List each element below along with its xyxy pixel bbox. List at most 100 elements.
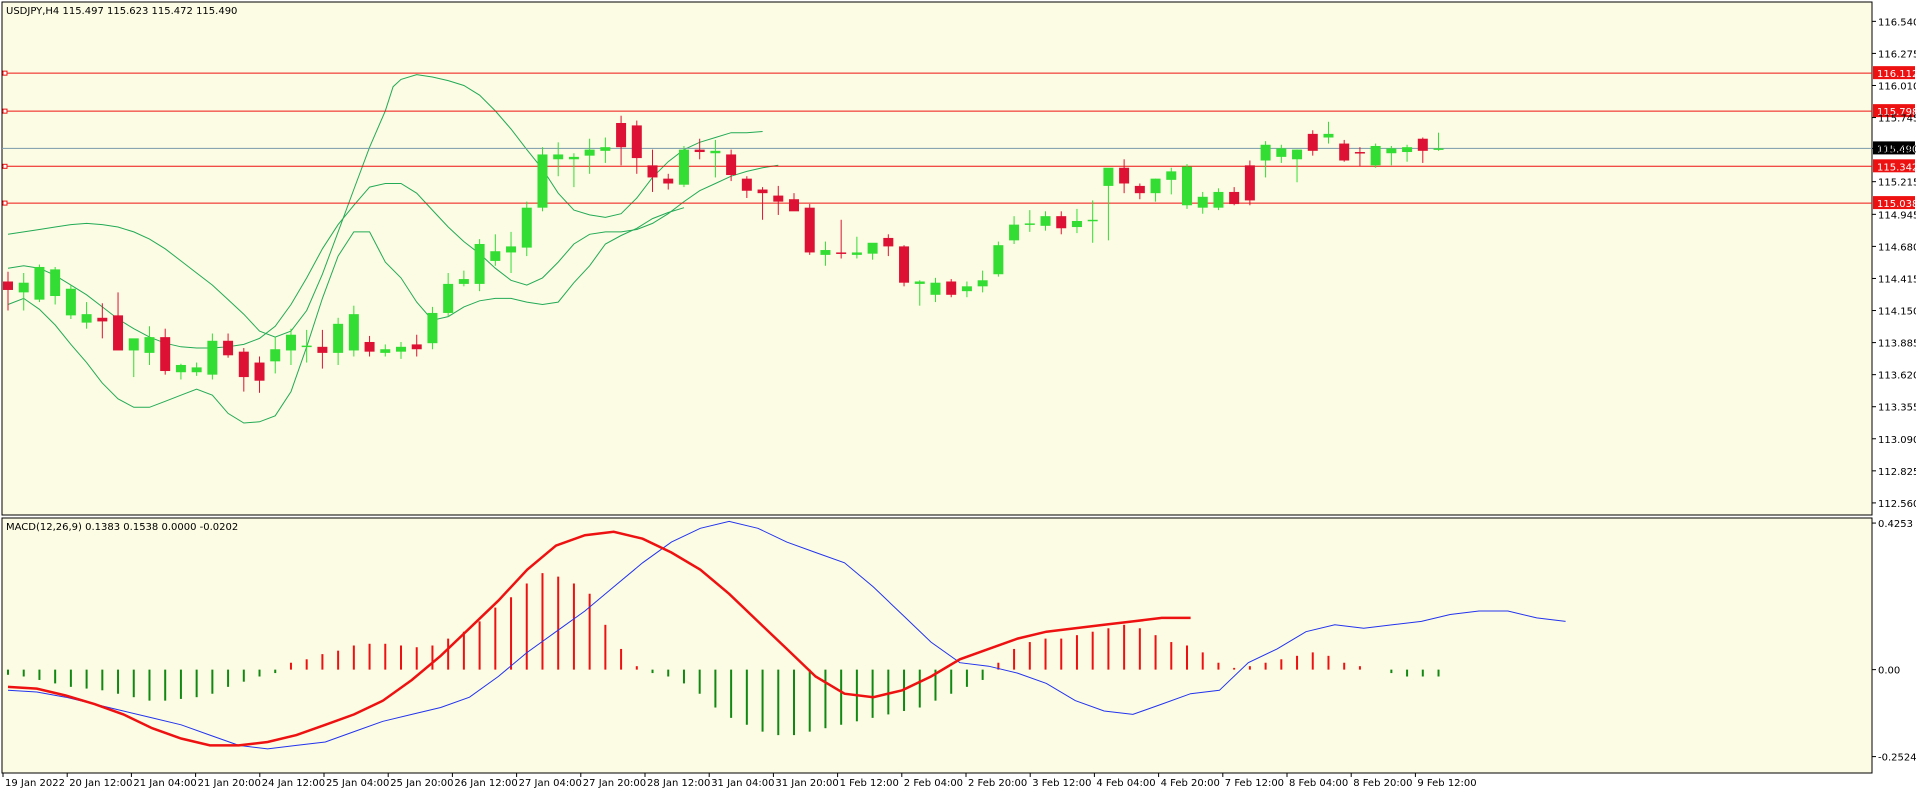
candle-body: [820, 250, 831, 255]
candle-body: [1009, 224, 1020, 241]
level-price-badge: [1873, 66, 1915, 80]
candle-body: [1260, 144, 1271, 161]
level-price-badge: [1873, 196, 1915, 210]
candle-body: [663, 178, 674, 184]
time-tick-label: 27 Jan 04:00: [519, 778, 582, 789]
price-tick-label: 113.885: [1878, 339, 1916, 350]
price-tick-label: 113.355: [1878, 403, 1916, 414]
candle-body: [883, 237, 894, 247]
candle-body: [1166, 171, 1177, 180]
macd-signal-line: [7, 530, 1191, 747]
time-tick-label: 31 Jan 20:00: [775, 778, 838, 789]
macd-tick-label: -0.2524: [1878, 753, 1916, 764]
candle-body: [1040, 216, 1051, 226]
candle-body: [1229, 191, 1240, 205]
candle-body: [694, 149, 705, 153]
level-anchor-handle: [2, 108, 8, 114]
time-tick-label: 8 Feb 04:00: [1289, 778, 1348, 789]
level-price-badge: [1873, 104, 1915, 118]
level-price-label: 115.038: [1877, 199, 1916, 210]
candle-body: [380, 349, 391, 353]
time-tick-label: 8 Feb 20:00: [1353, 778, 1412, 789]
price-tick-label: 114.680: [1878, 242, 1916, 253]
candle-body: [65, 288, 76, 316]
time-tick-label: 1 Feb 12:00: [840, 778, 899, 789]
candle-body: [458, 279, 469, 284]
candle-body: [1103, 167, 1114, 186]
candle-body: [1119, 167, 1130, 184]
time-tick-label: 21 Jan 04:00: [133, 778, 196, 789]
candle-body: [726, 154, 737, 176]
price-axis: 116.540 116.275 116.010 115.745 115.490 115.2…: [1872, 17, 1916, 510]
candle-body: [160, 337, 171, 372]
candle-body: [144, 337, 155, 353]
candle-body: [175, 364, 186, 373]
time-tick-label: 2 Feb 20:00: [968, 778, 1027, 789]
candle-body: [443, 283, 454, 313]
macd-line: [7, 520, 1566, 750]
candle-body: [977, 280, 988, 287]
price-tick-label: 115.215: [1878, 178, 1916, 189]
level-anchor-handle: [2, 200, 8, 206]
candle-body: [490, 251, 501, 261]
level-price-badge: [1873, 159, 1915, 173]
price-panel-background[interactable]: [1, 1, 1873, 516]
candle-body: [1056, 216, 1067, 229]
candle-body: [710, 150, 721, 154]
price-panel-title: USDJPY,H4 115.497 115.623 115.472 115.49…: [6, 6, 237, 17]
candle-body: [128, 338, 139, 351]
candle-body: [364, 341, 375, 352]
price-tick-label: 115.745: [1878, 114, 1916, 125]
time-tick-label: 20 Jan 12:00: [69, 778, 132, 789]
time-tick-label: 28 Jan 12:00: [647, 778, 710, 789]
candle-body: [1417, 138, 1428, 151]
candle-body: [474, 243, 485, 284]
price-tick-label: 112.560: [1878, 499, 1916, 510]
candle-body: [1182, 166, 1192, 206]
candle-body: [647, 165, 658, 178]
candle-body: [521, 207, 532, 248]
macd-panel-background[interactable]: [1, 517, 1873, 774]
candle-body: [50, 269, 61, 297]
candle-body: [1402, 147, 1413, 153]
candle-body: [914, 281, 925, 284]
time-tick-label: 25 Jan 04:00: [326, 778, 389, 789]
time-tick-label: 26 Jan 12:00: [454, 778, 517, 789]
time-tick-label: 4 Feb 04:00: [1096, 778, 1155, 789]
candle-body: [961, 286, 972, 292]
macd-tick-label: 0.00: [1878, 666, 1900, 677]
level-price-label: 115.490: [1877, 144, 1916, 155]
candle-body: [1087, 219, 1098, 222]
candle-body: [238, 351, 249, 378]
time-tick-label: 24 Jan 12:00: [262, 778, 325, 789]
candle-body: [804, 207, 815, 253]
candle-body: [223, 340, 234, 356]
candle-body: [317, 346, 328, 353]
time-tick-label: 27 Jan 20:00: [583, 778, 646, 789]
candle-body: [836, 252, 847, 254]
candle-body: [113, 315, 124, 351]
candle-body: [568, 156, 579, 160]
candle-body: [301, 345, 312, 348]
price-tick-label: 113.090: [1878, 435, 1916, 446]
candle-body: [773, 195, 784, 202]
candle-body: [600, 147, 611, 151]
candle-body: [1292, 149, 1303, 160]
macd-panel-title: MACD(12,26,9) 0.1383 0.1538 0.0000 -0.02…: [6, 522, 238, 533]
time-tick-label: 2 Feb 04:00: [904, 778, 963, 789]
candle-body: [81, 314, 92, 323]
price-tick-label: 116.010: [1878, 81, 1916, 92]
price-tick-label: 115.490: [1878, 144, 1916, 155]
candle-body: [616, 122, 627, 148]
candle-body: [285, 334, 296, 351]
level-price-label: 115.342: [1877, 162, 1916, 173]
candle-body: [631, 125, 642, 159]
candle-body: [1370, 145, 1381, 166]
horizontal-levels[interactable]: 116.112 115.798 115.490 115.342 115.038: [2, 66, 1916, 210]
price-tick-label: 114.415: [1878, 274, 1916, 285]
candle-body: [97, 317, 108, 322]
current-price-badge: [1873, 141, 1915, 155]
time-tick-label: 4 Feb 20:00: [1161, 778, 1220, 789]
candle-body: [34, 266, 45, 300]
candle-body: [1276, 148, 1287, 157]
